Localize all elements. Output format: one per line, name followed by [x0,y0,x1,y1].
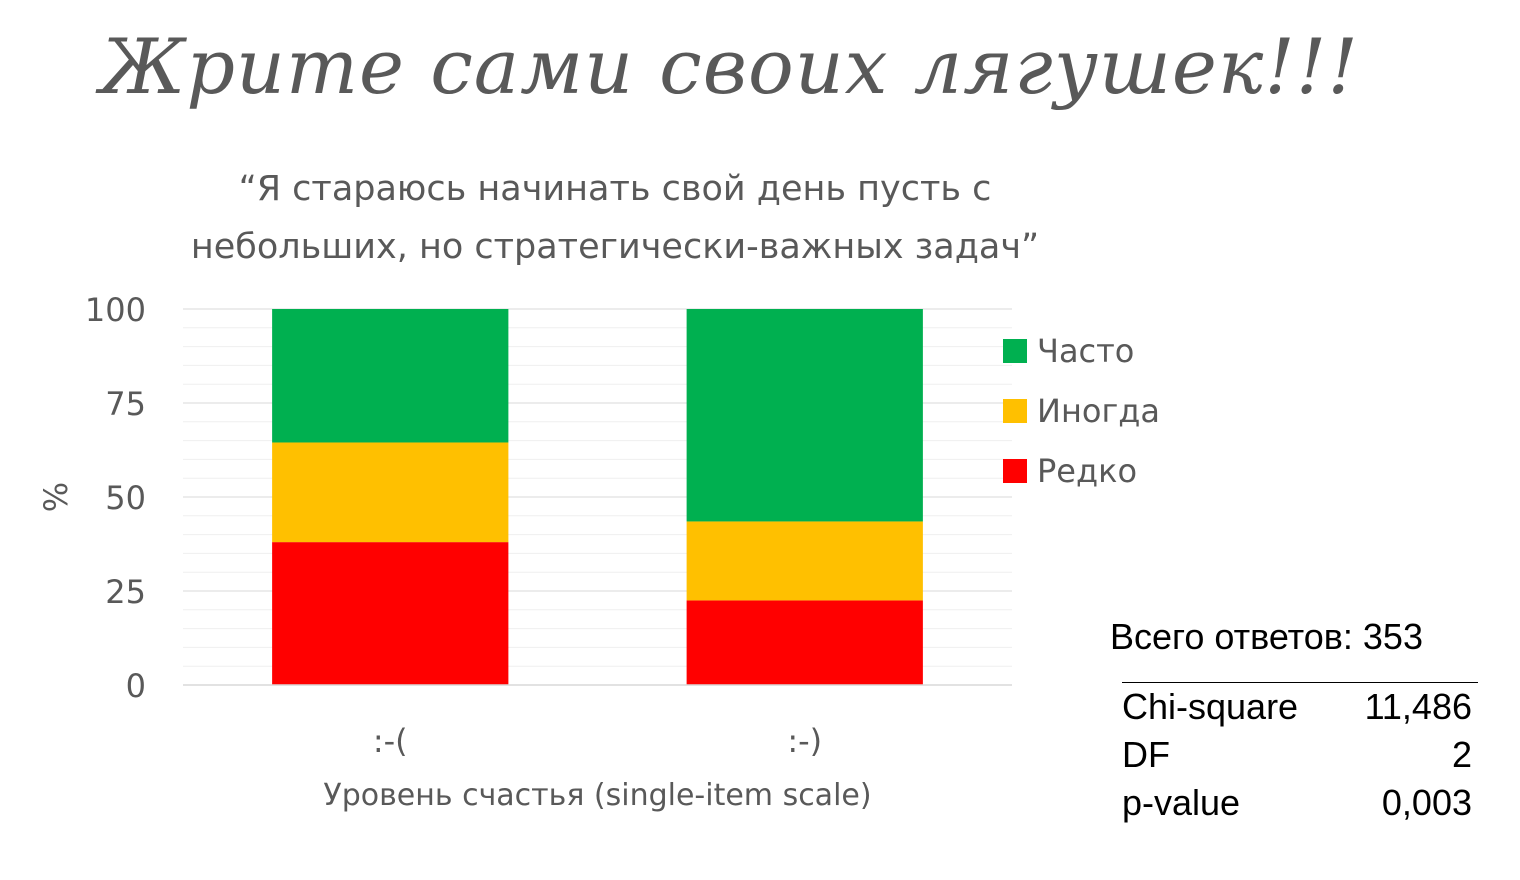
y-tick-label: 100 [85,291,146,329]
total-responses: Всего ответов: 353 [1110,616,1423,657]
bar-segment [272,309,509,443]
stats-label: p-value [1122,782,1241,823]
legend-label: Редко [1037,452,1137,490]
stats-label: DF [1122,734,1170,775]
chart-title-line-1: “Я стараюсь начинать свой день пусть с [238,169,992,209]
x-axis-label: Уровень счастья (single-item scale) [323,778,871,813]
stats-row-p-value: p-value 0,003 [1122,779,1472,827]
y-tick-label: 25 [105,573,146,611]
legend-swatch [1003,399,1027,423]
stats-row-df: DF 2 [1122,731,1472,779]
chart-title: “Я стараюсь начинать свой день пусть с н… [100,160,1130,276]
bar-segment [272,442,509,543]
x-tick-label: :-) [787,722,822,760]
bar-segment [686,521,923,601]
y-axis-label: % [37,482,75,512]
stats-table: Chi-square 11,486 DF 2 p-value 0,003 [1122,683,1472,827]
stats-panel: Всего ответов: 353 Chi-square 11,486 DF … [1110,612,1478,827]
legend-swatch [1003,459,1027,483]
legend-label: Часто [1037,332,1134,370]
stats-row-chi-square: Chi-square 11,486 [1122,683,1472,731]
slide-title: Жрите сами своих лягушек!!! [100,22,1359,111]
stats-label: Chi-square [1122,686,1299,727]
bar-segment [686,309,923,522]
legend-swatch [1003,339,1027,363]
legend-label: Иногда [1037,392,1160,430]
y-tick-label: 50 [105,479,146,517]
stats-divider [1122,682,1478,683]
bar-segment [686,600,923,685]
y-tick-label: 0 [126,667,146,705]
stats-value: 2 [1451,734,1472,775]
stats-value: 11,486 [1364,686,1472,727]
chart-title-line-2: небольших, но стратегически-важных задач… [190,227,1040,267]
y-tick-label: 75 [105,385,146,423]
x-tick-label: :-( [373,722,408,760]
bar-segment [272,542,509,685]
stats-value: 0,003 [1381,782,1472,823]
